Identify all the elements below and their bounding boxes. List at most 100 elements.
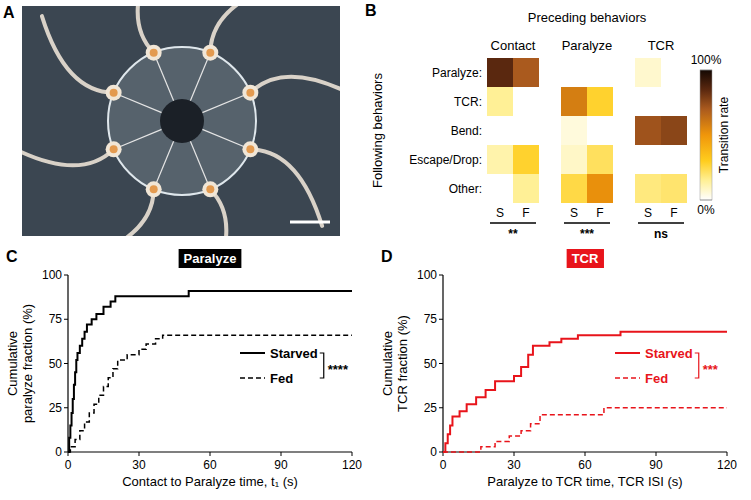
- plot-area: [443, 332, 727, 452]
- y-label: Following behaviors: [370, 73, 385, 188]
- series-line: [443, 332, 727, 452]
- panel-label: C: [6, 248, 18, 265]
- y-tick-label: 100: [417, 268, 437, 282]
- bell: [108, 47, 256, 195]
- series-line: [443, 408, 727, 452]
- canal: [154, 139, 174, 187]
- y-tick-label: 50: [49, 357, 63, 371]
- colorbar-label: 100%: [691, 53, 722, 67]
- colorbar-title: Transition rate: [717, 97, 731, 174]
- colorbar: [700, 70, 712, 200]
- legend-swatch: [615, 352, 640, 354]
- column-label: S: [496, 206, 504, 220]
- cells: [487, 58, 539, 203]
- title-box: [179, 249, 242, 268]
- legend-swatch: [240, 377, 265, 379]
- cell: [561, 87, 587, 116]
- tentacle: [22, 146, 114, 165]
- bulb: [106, 85, 122, 101]
- column-label: F: [522, 206, 529, 220]
- significance: ***: [580, 227, 594, 241]
- y-label: TCR fraction (%): [395, 315, 410, 412]
- cell: [635, 174, 661, 203]
- bulb: [146, 45, 162, 61]
- legend-label: Starved: [270, 346, 318, 361]
- cell: [561, 145, 587, 174]
- y-label: Cumulative: [380, 331, 395, 396]
- x-tick: [352, 452, 353, 456]
- bulb-core: [110, 89, 118, 97]
- panel-label: B: [365, 2, 377, 19]
- cell: [561, 58, 587, 87]
- cell: [513, 174, 539, 203]
- bulb: [202, 45, 218, 61]
- y-tick: [64, 407, 68, 408]
- x-tick-label: 0: [440, 458, 447, 472]
- y-tick-label: 0: [430, 445, 437, 459]
- cell: [487, 116, 513, 145]
- mouth: [160, 99, 204, 143]
- cell: [661, 116, 687, 145]
- cell: [587, 174, 613, 203]
- x-tick-label: 30: [132, 458, 146, 472]
- cell: [561, 116, 587, 145]
- cell: [587, 145, 613, 174]
- tentacle: [210, 6, 287, 53]
- y-tick: [64, 275, 68, 276]
- cell: [661, 145, 687, 174]
- cells: [561, 58, 613, 203]
- cell: [561, 174, 587, 203]
- row-label: TCR:: [454, 95, 482, 109]
- x-tick: [281, 452, 282, 456]
- cell: [635, 87, 661, 116]
- figure: ABPreceding behaviorsParalyze:TCR:Bend:E…: [0, 0, 751, 500]
- cell: [661, 58, 687, 87]
- panel-label: D: [381, 248, 393, 265]
- panel-label: A: [3, 4, 15, 21]
- legend-label: Fed: [645, 371, 668, 386]
- row-label: Paralyze:: [432, 66, 482, 80]
- bulb: [242, 141, 258, 157]
- x-tick: [585, 452, 586, 456]
- cell: [587, 116, 613, 145]
- bulb-core: [150, 49, 158, 57]
- y-tick-label: 100: [42, 268, 62, 282]
- cell: [635, 145, 661, 174]
- sig-bar: [490, 222, 536, 224]
- cell: [661, 87, 687, 116]
- legend-swatch: [240, 352, 265, 354]
- x-tick: [210, 452, 211, 456]
- x-tick-label: 0: [65, 458, 72, 472]
- column-label: F: [596, 206, 603, 220]
- bulb: [106, 141, 122, 157]
- cell: [487, 174, 513, 203]
- y-tick-label: 75: [49, 312, 63, 326]
- significance: **: [508, 227, 518, 241]
- cell: [513, 58, 539, 87]
- bulb-core: [110, 145, 118, 153]
- y-tick: [64, 363, 68, 364]
- y-tick-label: 50: [424, 357, 438, 371]
- x-label: Contact to Paralyze time, t₁ (s): [122, 474, 298, 489]
- canal: [154, 54, 174, 102]
- scale-bar: [290, 221, 330, 224]
- plot-area: [68, 291, 352, 452]
- y-tick: [439, 452, 443, 453]
- cell: [635, 58, 661, 87]
- sig-bracket: [695, 353, 699, 378]
- tentacle: [77, 189, 154, 236]
- x-tick: [514, 452, 515, 456]
- canal: [115, 129, 163, 149]
- legend-swatch: [615, 377, 640, 379]
- x-tick: [727, 452, 728, 456]
- y-tick-label: 25: [424, 401, 438, 415]
- bulb-core: [206, 185, 214, 193]
- x-tick-label: 90: [649, 458, 663, 472]
- y-tick: [439, 407, 443, 408]
- legend-label: Fed: [270, 371, 293, 386]
- x-tick: [139, 452, 140, 456]
- x-tick-label: 120: [717, 458, 737, 472]
- significance: ****: [328, 362, 349, 377]
- row-label: Bend:: [451, 124, 482, 138]
- photo: [22, 6, 340, 236]
